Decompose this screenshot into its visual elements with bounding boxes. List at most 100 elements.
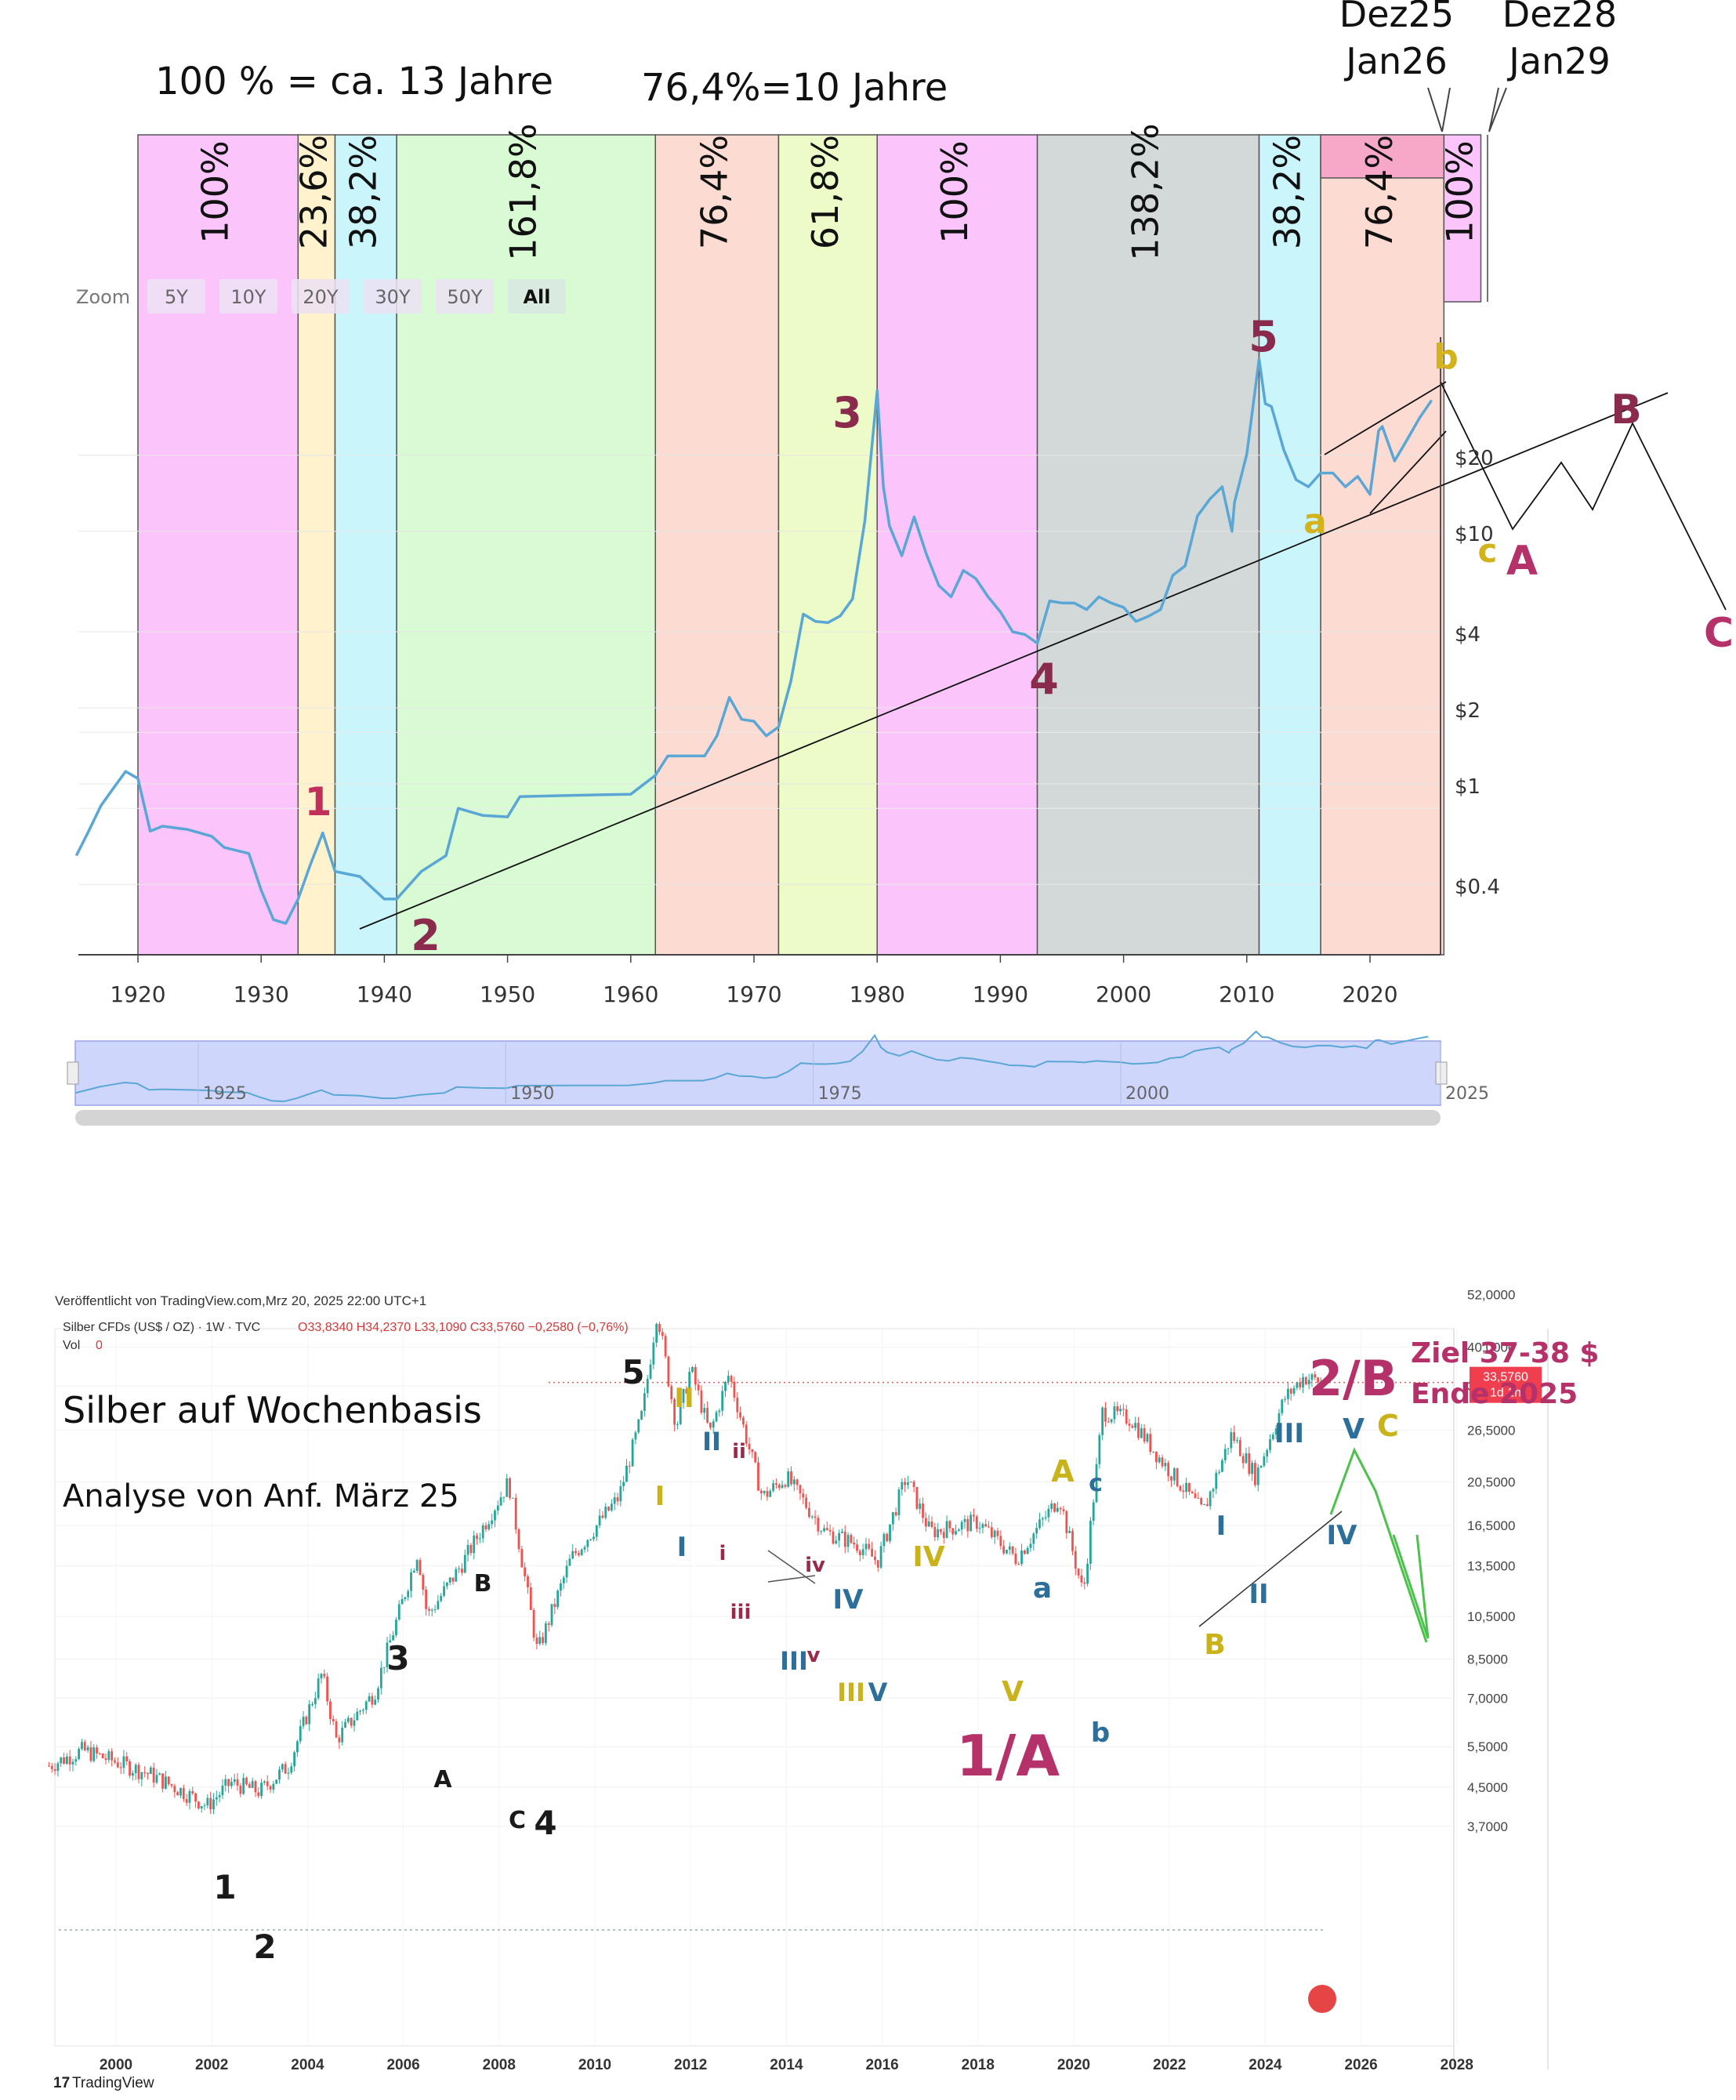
- highlight-box: [1320, 134, 1445, 179]
- zoom-selector[interactable]: Zoom 5Y 10Y 20Y 30Y 50Y All: [76, 279, 566, 314]
- candle-body: [374, 1699, 377, 1705]
- chart-title: Silber auf Wochenbasis: [63, 1389, 482, 1431]
- candle-body: [53, 1768, 56, 1772]
- zoom-button-30Y[interactable]: 30Y: [364, 279, 422, 314]
- header-text: Veröffentlicht von TradingView.com,Mrz 2…: [53, 1293, 1599, 2091]
- zoom-button-5Y[interactable]: 5Y: [147, 279, 205, 314]
- candle-body: [473, 1535, 476, 1554]
- candle-body: [1274, 1428, 1278, 1435]
- candle-body: [1185, 1482, 1187, 1492]
- candle-body: [147, 1772, 149, 1775]
- zoom-button-bg: [147, 279, 205, 314]
- candle-body: [1137, 1423, 1140, 1438]
- candle-body: [164, 1776, 167, 1789]
- x-tick-label: 2004: [291, 2057, 324, 2073]
- candle-body: [535, 1638, 538, 1645]
- future-date-line2: Jan29: [1506, 40, 1610, 82]
- wedge-lower-line: [1369, 430, 1447, 514]
- navigator-label: 1950: [510, 1084, 554, 1104]
- candle-body: [170, 1784, 173, 1786]
- candle-body: [308, 1704, 311, 1725]
- candle-body: [607, 1507, 610, 1511]
- candle-body: [1110, 1419, 1113, 1423]
- candle-body: [382, 1667, 386, 1668]
- candle-body: [868, 1543, 871, 1549]
- y-tick-label: 5,5000: [1467, 1739, 1508, 1754]
- candle-body: [281, 1764, 284, 1770]
- wave-label-c: c: [1478, 531, 1498, 570]
- candle-body: [428, 1609, 430, 1611]
- wave-label: II: [702, 1427, 721, 1456]
- candle-body: [89, 1747, 92, 1761]
- y-tick-label: 13,5000: [1467, 1559, 1515, 1574]
- candle-body: [344, 1721, 346, 1728]
- wave-label: B: [1204, 1629, 1225, 1661]
- candle-body: [491, 1520, 494, 1525]
- candle-body: [810, 1516, 814, 1518]
- candle-body: [1011, 1546, 1014, 1554]
- candle-body: [706, 1408, 709, 1423]
- candle-body: [379, 1667, 382, 1688]
- candle-body: [1020, 1550, 1023, 1565]
- candle-body: [524, 1567, 527, 1577]
- candle-body: [56, 1763, 60, 1772]
- zoom-button-50Y[interactable]: 50Y: [436, 279, 494, 314]
- wave-label: 3: [386, 1639, 409, 1677]
- candle-body: [116, 1762, 119, 1768]
- candle-body: [1134, 1423, 1137, 1428]
- y-tick-label: $4: [1455, 623, 1480, 647]
- triangle-line-lower: [767, 1575, 816, 1583]
- wave-label: v: [807, 1644, 821, 1667]
- price-tag-bg: [1470, 1366, 1542, 1403]
- candle-body: [637, 1419, 640, 1433]
- navigator-handle-left: [67, 1061, 79, 1085]
- candle-body: [476, 1535, 478, 1540]
- candle-body: [377, 1688, 379, 1700]
- candle-body: [1292, 1387, 1296, 1394]
- candle-body: [412, 1570, 415, 1572]
- candle-body: [736, 1398, 739, 1413]
- candle-body: [730, 1376, 733, 1382]
- candle-body: [517, 1529, 520, 1550]
- zoom-button-10Y[interactable]: 10Y: [219, 279, 277, 314]
- candle-body: [1284, 1398, 1287, 1400]
- candle-body: [754, 1452, 757, 1463]
- navigator[interactable]: 1925 1950 1975 2000 2025: [67, 1030, 1489, 1126]
- tradingview-brand: TradingView: [72, 2075, 154, 2091]
- candle-body: [835, 1540, 838, 1544]
- navigator-window: [74, 1040, 1441, 1106]
- navigator-label: 2025: [1445, 1084, 1489, 1104]
- candle-body: [1014, 1553, 1017, 1565]
- candle-body: [410, 1572, 412, 1591]
- candle-body: [846, 1535, 850, 1547]
- candle-body: [1125, 1409, 1128, 1424]
- candle-body: [978, 1528, 981, 1529]
- candle-body: [799, 1485, 802, 1494]
- candle-body: [957, 1529, 960, 1532]
- wave-label-1: 1: [305, 779, 332, 825]
- time-band: [297, 134, 336, 956]
- candle-body: [1164, 1463, 1167, 1467]
- candle-body: [1241, 1456, 1245, 1463]
- candle-body: [1281, 1399, 1284, 1413]
- candle-body: [775, 1483, 777, 1485]
- candle-body: [1041, 1518, 1044, 1520]
- wave-label: III: [780, 1646, 808, 1676]
- zoom-button-20Y[interactable]: 20Y: [292, 279, 350, 314]
- candle-body: [856, 1544, 858, 1551]
- zoom-button-All[interactable]: All: [508, 279, 566, 314]
- candle-body: [129, 1761, 131, 1776]
- candle-body: [703, 1408, 706, 1413]
- candle-body: [568, 1558, 571, 1566]
- zoom-button-bg: [436, 279, 494, 314]
- candle-body: [646, 1378, 649, 1394]
- candle-body: [245, 1778, 248, 1785]
- candle-body: [392, 1635, 395, 1641]
- time-band: [1320, 134, 1445, 956]
- candle-body: [371, 1696, 374, 1705]
- candle-body: [101, 1754, 104, 1758]
- candle-body: [140, 1772, 143, 1779]
- candle-body: [562, 1577, 565, 1583]
- target-note-1: Ziel 37-38 $: [1411, 1337, 1599, 1369]
